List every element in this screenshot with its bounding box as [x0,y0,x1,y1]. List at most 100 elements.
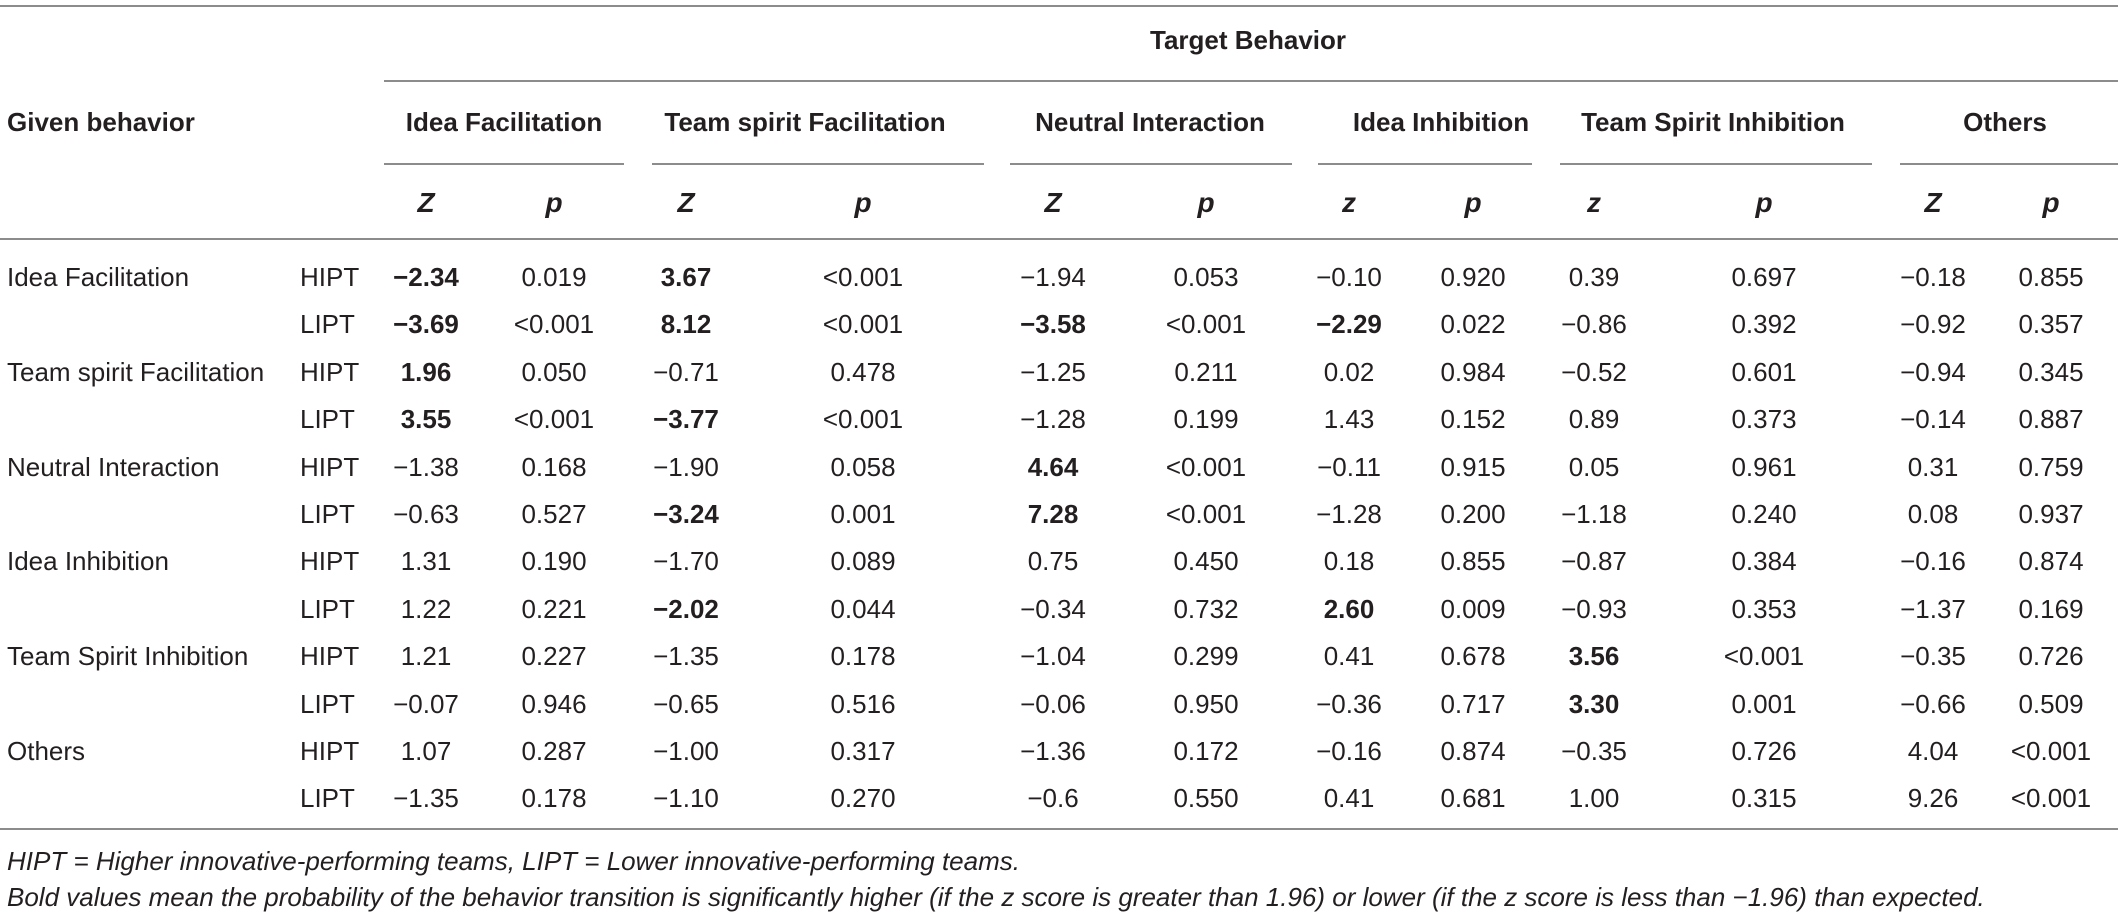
z-score-cell: 1.21 [400,641,452,672]
p-value-cell: 0.022 [1440,309,1506,340]
p-value-cell: 0.678 [1440,641,1506,672]
target-behavior-header: Target Behavior [1149,25,1347,55]
p-value-cell: <0.001 [1165,451,1247,482]
target-behavior-rule [384,80,2118,82]
given-behavior-label: Idea Facilitation [7,262,190,292]
p-value-cell: 0.384 [1731,546,1797,577]
z-score-cell: 1.43 [1323,404,1375,435]
p-value-cell: <0.001 [1165,309,1247,340]
team-type-label: LIPT [300,499,355,529]
group-underline [652,163,984,165]
z-score-cell: −1.28 [1020,404,1086,435]
p-value-cell: 0.732 [1173,593,1239,624]
p-value-cell: 0.058 [830,451,896,482]
z-score-cell: 0.31 [1907,451,1959,482]
p-value-cell: 0.450 [1173,546,1239,577]
subheader-p: p [2042,187,2060,218]
z-score-cell: −2.34 [393,262,459,292]
z-score-cell: −0.18 [1900,262,1966,292]
z-score-cell: −0.14 [1900,404,1966,435]
p-value-cell: 0.019 [521,262,587,292]
z-score-cell: −3.24 [653,499,719,529]
z-score-cell: 3.67 [660,262,712,292]
z-score-cell: −0.35 [1561,736,1627,766]
team-type-label: LIPT [300,309,355,340]
z-score-cell: −0.92 [1900,309,1966,340]
p-value-cell: 0.920 [1440,262,1506,292]
z-score-cell: 1.31 [400,546,452,577]
p-value-cell: 0.855 [2018,262,2084,292]
given-behavior-label: Team Spirit Inhibition [7,641,249,672]
z-score-cell: −1.90 [653,451,719,482]
z-score-cell: −1.37 [1900,593,1966,624]
group-header: Team Spirit Inhibition [1581,107,1845,137]
z-score-cell: −3.69 [393,309,459,340]
z-score-cell: 1.07 [400,736,452,766]
p-value-cell: 0.516 [830,688,896,719]
p-value-cell: 0.199 [1173,404,1239,435]
z-score-cell: 3.55 [400,404,452,435]
z-score-cell: −1.94 [1020,262,1086,292]
team-type-label: HIPT [300,356,360,387]
z-score-cell: 1.00 [1568,783,1620,814]
subheader-p: p [1197,187,1215,218]
p-value-cell: 0.227 [521,641,587,672]
p-value-cell: <0.001 [2010,736,2092,766]
p-value-cell: 0.050 [521,356,587,387]
p-value-cell: 0.152 [1440,404,1506,435]
z-score-cell: 3.56 [1568,641,1620,672]
given-behavior-label: Others [7,736,86,766]
p-value-cell: 0.601 [1731,356,1797,387]
team-type-label: HIPT [300,641,360,672]
p-value-cell: 0.874 [1440,736,1506,766]
z-score-cell: −1.35 [393,783,459,814]
group-underline [1560,163,1872,165]
team-type-label: LIPT [300,593,355,624]
z-score-cell: −1.28 [1316,499,1382,529]
group-header: Neutral Interaction [1035,107,1265,137]
z-score-cell: −0.71 [653,356,719,387]
z-score-cell: −1.00 [653,736,719,766]
z-score-cell: −1.70 [653,546,719,577]
z-score-cell: −0.10 [1316,262,1382,292]
z-score-cell: 4.04 [1907,736,1959,766]
p-value-cell: <0.001 [822,309,904,340]
z-score-cell: 0.02 [1323,356,1375,387]
z-score-cell: −0.35 [1900,641,1966,672]
p-value-cell: 0.874 [2018,546,2084,577]
team-type-label: HIPT [300,262,360,292]
p-value-cell: 0.717 [1440,688,1506,719]
p-value-cell: 0.373 [1731,404,1797,435]
z-score-cell: 8.12 [660,309,712,340]
p-value-cell: 0.211 [1174,356,1238,387]
p-value-cell: 0.961 [1731,451,1797,482]
p-value-cell: 0.759 [2018,451,2084,482]
subheader-z: Z [1924,187,1942,218]
z-score-cell: −1.36 [1020,736,1086,766]
p-value-cell: 0.270 [830,783,896,814]
p-value-cell: 0.053 [1173,262,1239,292]
z-score-cell: −1.38 [393,451,459,482]
z-score-cell: 0.75 [1027,546,1079,577]
p-value-cell: 0.345 [2018,356,2084,387]
group-header: Others [1963,107,2047,137]
given-behavior-label: Team spirit Facilitation [7,356,265,387]
footnote-abbreviations: HIPT = Higher innovative-performing team… [7,846,1020,876]
subheader-z: z [1342,187,1356,218]
p-value-cell: 0.726 [1731,736,1797,766]
z-score-cell: −0.11 [1317,451,1381,482]
p-value-cell: 0.044 [830,593,896,624]
z-score-cell: −1.18 [1561,499,1627,529]
z-score-cell: 7.28 [1027,499,1079,529]
group-underline [1010,163,1292,165]
p-value-cell: 0.527 [521,499,587,529]
z-score-cell: −1.25 [1020,356,1086,387]
p-value-cell: 0.001 [830,499,896,529]
team-type-label: LIPT [300,404,355,435]
z-score-cell: 1.22 [400,593,452,624]
p-value-cell: <0.001 [1723,641,1805,672]
p-value-cell: <0.001 [513,309,595,340]
z-score-cell: 2.60 [1323,593,1375,624]
p-value-cell: <0.001 [1165,499,1247,529]
z-score-cell: −0.52 [1561,356,1627,387]
